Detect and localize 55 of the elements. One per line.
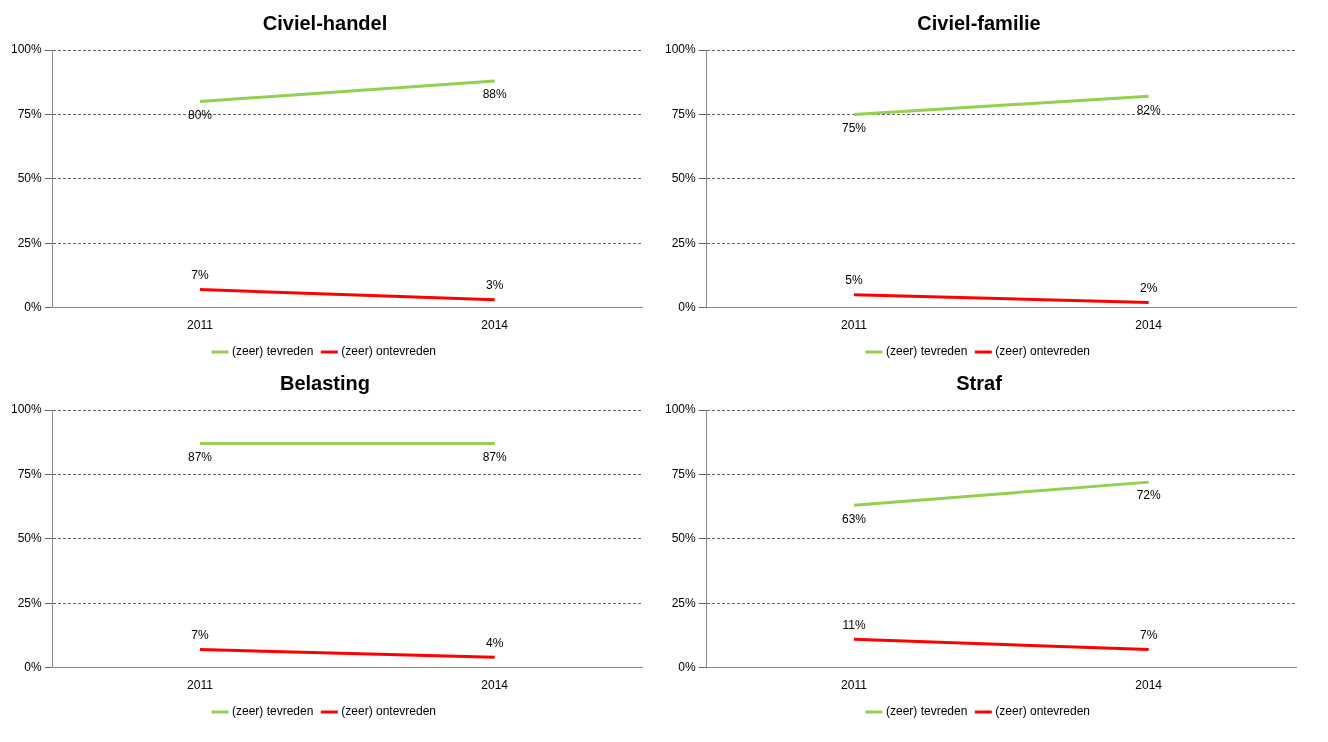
x-tick-label: 2011 — [841, 678, 868, 693]
y-tick-label: 50% — [671, 171, 697, 186]
data-label: 2% — [1140, 280, 1158, 295]
x-tick-label: 2014 — [1135, 678, 1163, 693]
data-label: 7% — [191, 267, 210, 282]
legend-label: (zeer) ontevreden — [341, 704, 437, 719]
data-label: 7% — [1140, 627, 1158, 642]
y-tick-label: 0% — [678, 659, 697, 674]
data-label: 4% — [486, 635, 504, 650]
data-label: 63% — [842, 511, 867, 526]
data-label: 82% — [1136, 102, 1161, 117]
x-tick-label: 2011 — [841, 318, 868, 333]
y-tick-label: 100% — [10, 42, 43, 57]
y-tick-label: 25% — [671, 235, 697, 250]
y-tick-label: 25% — [17, 595, 43, 610]
data-label: 3% — [486, 278, 504, 293]
legend-label: (zeer) tevreden — [231, 704, 314, 719]
x-tick-label: 2014 — [1135, 318, 1163, 333]
y-tick-label: 50% — [17, 171, 43, 186]
y-tick-label: 100% — [10, 402, 43, 417]
y-tick-label: 50% — [17, 531, 43, 546]
data-label: 75% — [842, 120, 867, 135]
y-tick-label: 75% — [671, 466, 697, 481]
data-label: 5% — [845, 273, 864, 288]
y-tick-label: 0% — [24, 299, 43, 314]
data-label: 7% — [191, 627, 210, 642]
data-label: 87% — [482, 449, 507, 464]
data-label: 88% — [482, 87, 507, 102]
y-tick-label: 75% — [17, 466, 43, 481]
y-tick-label: 100% — [664, 42, 697, 57]
y-tick-label: 75% — [671, 106, 697, 121]
y-tick-label: 25% — [17, 235, 43, 250]
legend-label: (zeer) tevreden — [885, 704, 968, 719]
data-label: 72% — [1136, 488, 1161, 503]
y-tick-label: 75% — [17, 106, 43, 121]
legend-label: (zeer) tevreden — [885, 344, 968, 359]
y-tick-label: 25% — [671, 595, 697, 610]
legend-label: (zeer) ontevreden — [995, 344, 1091, 359]
legend-label: (zeer) ontevreden — [995, 704, 1091, 719]
chart-title: Civiel-familie — [917, 11, 1041, 34]
data-label: 87% — [188, 449, 213, 464]
chart-title: Civiel-handel — [262, 11, 388, 34]
x-tick-label: 2014 — [481, 318, 509, 333]
x-tick-label: 2011 — [187, 678, 214, 693]
chart-title: Belasting — [279, 371, 371, 394]
y-tick-label: 50% — [671, 531, 697, 546]
x-tick-label: 2011 — [187, 318, 214, 333]
data-label: 11% — [842, 617, 866, 632]
y-tick-label: 0% — [678, 299, 697, 314]
legend-label: (zeer) tevreden — [231, 344, 314, 359]
chart-title: Straf — [956, 371, 1003, 394]
y-tick-label: 100% — [664, 402, 697, 417]
legend-label: (zeer) ontevreden — [341, 344, 437, 359]
x-tick-label: 2014 — [481, 678, 509, 693]
y-tick-label: 0% — [24, 659, 43, 674]
